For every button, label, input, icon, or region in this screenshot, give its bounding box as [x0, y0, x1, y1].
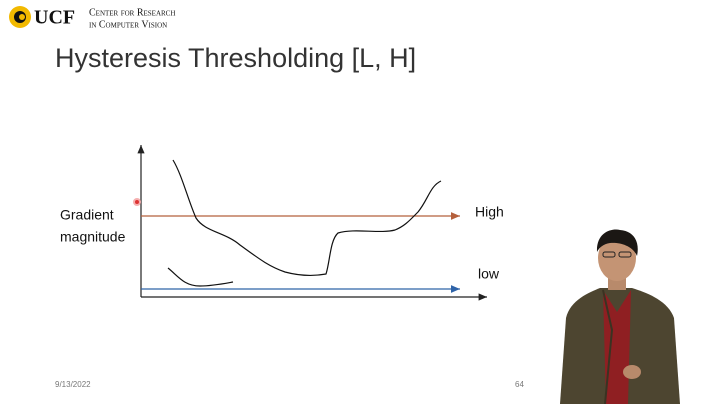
gradient-curve [167, 267, 234, 287]
gradient-curve [172, 159, 442, 276]
high-label: High [475, 204, 504, 220]
org-line: Center for Research [89, 7, 175, 18]
low-label: low [478, 266, 500, 282]
slide-title: Hysteresis Thresholding [L, H] [55, 43, 416, 73]
slide-number: 64 [515, 380, 524, 389]
axis-label: Gradient [60, 207, 114, 223]
axis-label: magnitude [60, 229, 126, 245]
pointer-dot [133, 198, 141, 206]
slide-date: 9/13/2022 [55, 380, 91, 389]
logo-text: UCF [34, 7, 75, 29]
presenter [560, 229, 680, 404]
org-line: in Computer Vision [89, 19, 167, 30]
logo-mark [9, 6, 31, 28]
